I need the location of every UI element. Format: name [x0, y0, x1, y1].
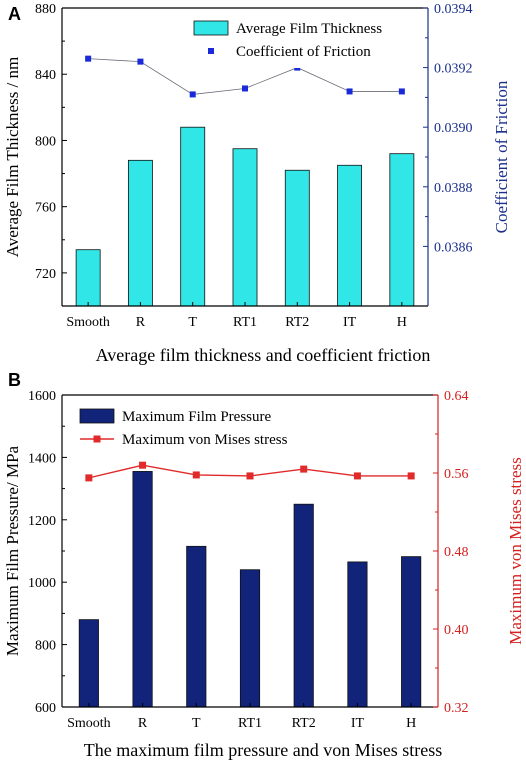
y-tick-label: 800: [35, 639, 56, 654]
line-point-it: [346, 88, 353, 95]
y-axis-title: Average Film Thickness / nm: [3, 57, 22, 258]
y-tick-label: 1400: [28, 451, 56, 466]
line-point-smooth: [85, 474, 93, 482]
bar-rt2: [293, 503, 314, 708]
y-tick-label: 760: [35, 201, 56, 216]
y-tick-label: 1000: [28, 576, 56, 591]
x-tick-label: RT2: [292, 716, 316, 731]
bar-h: [389, 153, 415, 307]
line-point-r: [137, 58, 144, 65]
y-tick-label: 1200: [28, 514, 56, 529]
legend-bar-swatch: [79, 408, 115, 424]
chart-caption: Average film thickness and coefficient f…: [96, 345, 431, 365]
line-point-rt1: [242, 85, 248, 92]
legend: Maximum Film Pressure Maximum von Mises s…: [74, 404, 336, 452]
x-tick-label: RT1: [233, 315, 257, 330]
y2-tick-label: 0.0390: [434, 121, 473, 136]
line-point-t: [192, 471, 200, 479]
bar-smooth: [78, 619, 99, 708]
legend-box: [74, 404, 336, 452]
chart-panel-a: A 720 760 800 840 880 0.0386 0.0388 0.0390 0.0392…: [3, 2, 511, 365]
y-tick-label: 800: [35, 134, 56, 149]
x-tick-label: R: [138, 716, 148, 731]
y2-tick-label: 0.0394: [434, 2, 473, 17]
panel-label: B: [8, 370, 21, 390]
chart-caption: The maximum film pressure and von Mises …: [84, 740, 442, 760]
bar-t: [186, 545, 207, 708]
legend-bar-label: Average Film Thickness: [236, 21, 382, 37]
y-tick-label: 840: [35, 68, 56, 83]
line-point-h: [398, 88, 405, 95]
y-axis-title: Maximum Film Pressure/ MPa: [3, 445, 22, 656]
bar-h: [401, 556, 422, 708]
x-tick-label: T: [192, 716, 201, 731]
legend-line-label: Coefficient of Friction: [236, 44, 371, 60]
bar-it: [347, 561, 368, 708]
y-tick-label: 880: [35, 2, 56, 17]
y2-tick-label: 0.48: [444, 545, 469, 560]
line-point-t: [189, 91, 196, 98]
chart-panel-b: B 600 800 1000 1200 1400 1600 0.32 0.40 0.48 0.56 0…: [3, 370, 525, 760]
legend: Average Film Thickness Coefficient of Fri…: [188, 16, 416, 68]
line-point-smooth: [85, 55, 92, 62]
legend-line-label: Maximum von Mises stress: [122, 432, 288, 448]
x-tick-label: IT: [351, 716, 365, 731]
bar-r: [132, 471, 153, 708]
bar-rt2: [284, 169, 310, 307]
bar-rt1: [232, 148, 258, 307]
y2-tick-label: 0.0386: [434, 240, 473, 255]
line-point-it: [353, 472, 361, 480]
y2-tick-label: 0.32: [444, 701, 469, 716]
legend-bar-label: Maximum Film Pressure: [122, 409, 272, 425]
bar-smooth: [75, 249, 101, 307]
y2-axis-title: Coefficient of Friction: [492, 80, 511, 233]
legend-marker-swatch: [208, 48, 214, 54]
y2-tick-label: 0.64: [444, 389, 469, 404]
y2-tick-label: 0.0388: [434, 181, 473, 196]
x-tick-label: R: [136, 315, 146, 330]
x-tick-label: H: [406, 716, 416, 731]
y2-axis-title: Maximum von Mises stress: [506, 457, 525, 644]
x-tick-label: Smooth: [67, 716, 111, 731]
bar-rt1: [239, 569, 261, 708]
y2-tick-label: 0.56: [444, 467, 469, 482]
x-tick-label: Smooth: [66, 315, 110, 330]
y2-tick-label: 0.40: [444, 623, 469, 638]
legend-marker-swatch: [93, 435, 101, 443]
y-tick-label: 600: [35, 701, 56, 716]
x-tick-label: RT1: [238, 716, 262, 731]
bar-r: [128, 159, 153, 307]
bar-t: [180, 126, 206, 307]
bar-it: [337, 164, 362, 307]
line-point-rt1: [246, 472, 254, 480]
legend-bar-swatch: [193, 20, 229, 36]
x-tick-label: IT: [343, 315, 357, 330]
x-tick-label: RT2: [285, 315, 309, 330]
line-point-h: [407, 472, 415, 480]
x-tick-label: H: [397, 315, 407, 330]
y2-tick-label: 0.0392: [434, 62, 473, 77]
line-point-r: [139, 461, 147, 469]
x-tick-label: T: [188, 315, 197, 330]
y-tick-label: 720: [35, 267, 56, 282]
y-tick-label: 1600: [28, 389, 56, 404]
line-point-rt2: [300, 465, 308, 473]
panel-label: A: [8, 4, 21, 24]
